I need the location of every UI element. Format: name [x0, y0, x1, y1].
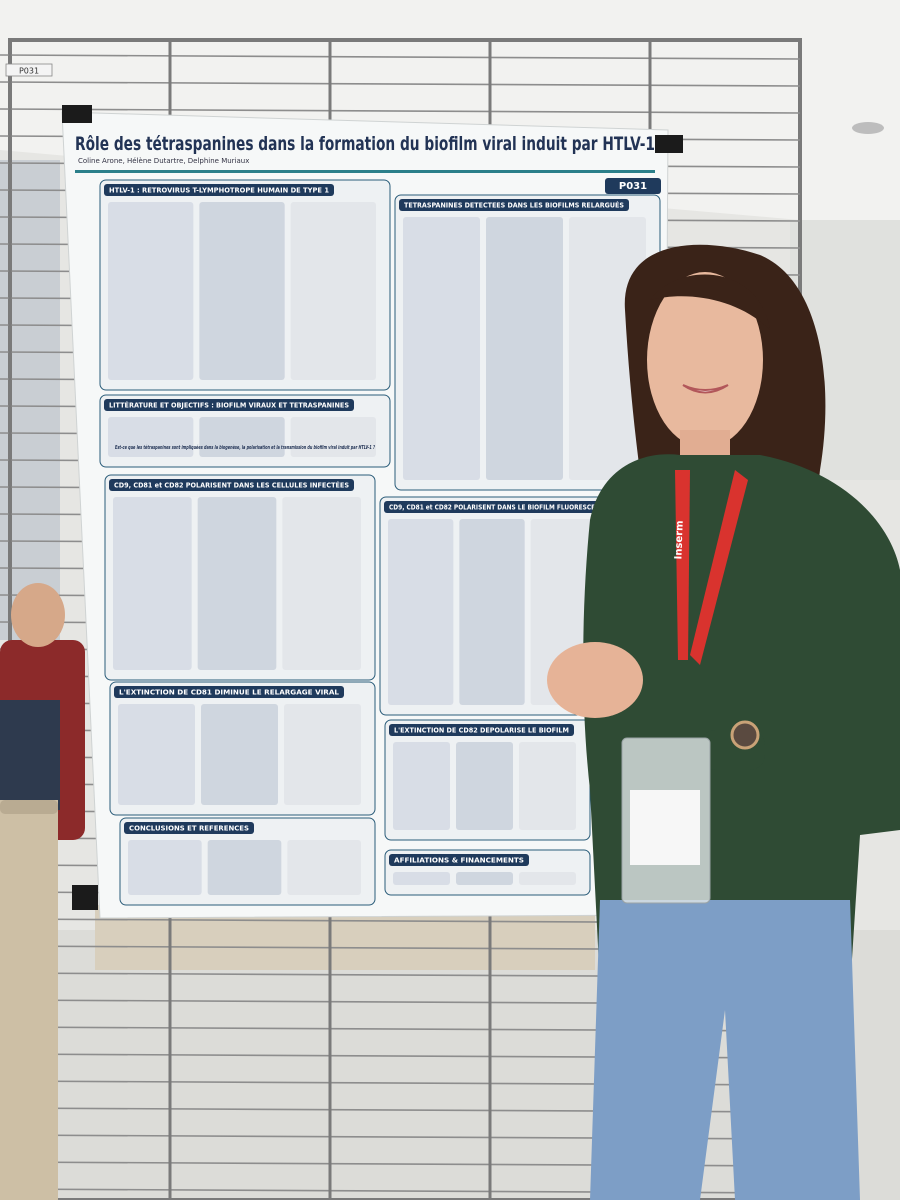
- section-header: TETRASPANINES DETECTEES DANS LES BIOFILM…: [404, 201, 624, 210]
- poster: Rôle des tétraspanines dans la formation…: [61, 111, 669, 919]
- binder-clip: [655, 135, 683, 153]
- figure-panel: [199, 417, 285, 457]
- section-header-bg: [104, 399, 354, 411]
- section-header-bg: [124, 822, 254, 834]
- figure-panel: [456, 742, 513, 830]
- presenter: Inserm: [547, 244, 900, 1200]
- lanyard-text: Inserm: [673, 520, 685, 559]
- figure-panel: [118, 704, 195, 805]
- figure-panel: [459, 519, 525, 705]
- rack-wire: [0, 108, 801, 114]
- section-header: AFFILIATIONS & FINANCEMENTS: [394, 857, 524, 865]
- person-arm: [0, 700, 60, 810]
- badge-card: [630, 790, 700, 865]
- section-header: CD9, CD81 et CD82 POLARISENT DANS LE BIO…: [389, 504, 604, 512]
- section-header: HTLV-1 : RETROVIRUS T-LYMPHOTROPE HUMAIN…: [109, 187, 329, 195]
- pole: [0, 800, 58, 1200]
- section-header-bg: [384, 501, 609, 513]
- section-header-bg: [399, 199, 629, 211]
- figure-panel: [108, 417, 194, 457]
- lanyard-strap: [675, 470, 690, 660]
- figure-panel: [113, 497, 192, 670]
- lanyard-strap: [690, 470, 748, 665]
- poster-id-badge: [605, 178, 661, 194]
- figure-panel: [199, 202, 285, 380]
- poster-id: P031: [619, 181, 647, 192]
- figure-panel: [486, 217, 563, 480]
- poster-sections: HTLV-1 : RETROVIRUS T-LYMPHOTROPE HUMAIN…: [99, 179, 661, 906]
- figure-panel: [393, 872, 450, 885]
- section-header: CONCLUSIONS ET REFERENCES: [129, 825, 249, 833]
- rack-tag-bg: [5, 63, 53, 77]
- section-header: LITTÉRATURE ET OBJECTIFS : BIOFILM VIRAU…: [109, 401, 349, 410]
- section-header-bg: [389, 854, 529, 866]
- rack-wire: [0, 81, 801, 87]
- figure-panel: [393, 742, 450, 830]
- figure-panel: [282, 497, 361, 670]
- hands: [547, 642, 643, 718]
- figure-panel: [207, 840, 282, 895]
- pole-top: [0, 800, 58, 814]
- ceiling-light: [852, 122, 884, 134]
- section-header-bg: [109, 479, 354, 491]
- figure-panel: [456, 872, 513, 885]
- face: [647, 272, 763, 448]
- binder-clip: [72, 885, 98, 910]
- figure-panel: [284, 704, 361, 805]
- figure-panel: [290, 417, 376, 457]
- rack-tag: P031: [19, 67, 39, 76]
- watch: [730, 720, 760, 750]
- figure-panel: [403, 217, 480, 480]
- rack-wire: [0, 54, 801, 60]
- figure-panel: [128, 840, 202, 895]
- ceiling: [0, 0, 900, 240]
- smile: [682, 384, 729, 394]
- section-header: CD9, CD81 et CD82 POLARISENT DANS LES CE…: [114, 481, 349, 490]
- jeans: [590, 900, 860, 1200]
- seated-person: [0, 583, 85, 840]
- poster-authors: Coline Arone, Hélène Dutartre, Delphine …: [78, 157, 249, 165]
- title-rule: [75, 170, 655, 173]
- poster-question: Est-ce que les tétraspanines sont impliq…: [115, 444, 375, 451]
- figure-panel: [201, 704, 278, 805]
- figure-panel: [519, 872, 576, 885]
- figure-panel: [519, 742, 576, 830]
- section-header: L'EXTINCTION DE CD82 DEPOLARISE LE BIOFI…: [394, 727, 569, 735]
- figure-panel: [290, 202, 376, 380]
- figure-panel: [108, 202, 194, 380]
- section-header-bg: [104, 184, 334, 196]
- binder-clip: [62, 105, 92, 123]
- figure-panel: [388, 519, 454, 705]
- section-header-bg: [389, 724, 574, 736]
- poster-title: Rôle des tétraspanines dans la formation…: [75, 133, 655, 155]
- person-head: [11, 583, 65, 647]
- figure-panel: [569, 217, 646, 480]
- figure-panel: [197, 497, 277, 670]
- figure-panel: [287, 840, 361, 895]
- section-header-bg: [114, 686, 344, 698]
- section-header: L'EXTINCTION DE CD81 DIMINUE LE RELARGAG…: [119, 689, 340, 697]
- fringe: [650, 274, 770, 330]
